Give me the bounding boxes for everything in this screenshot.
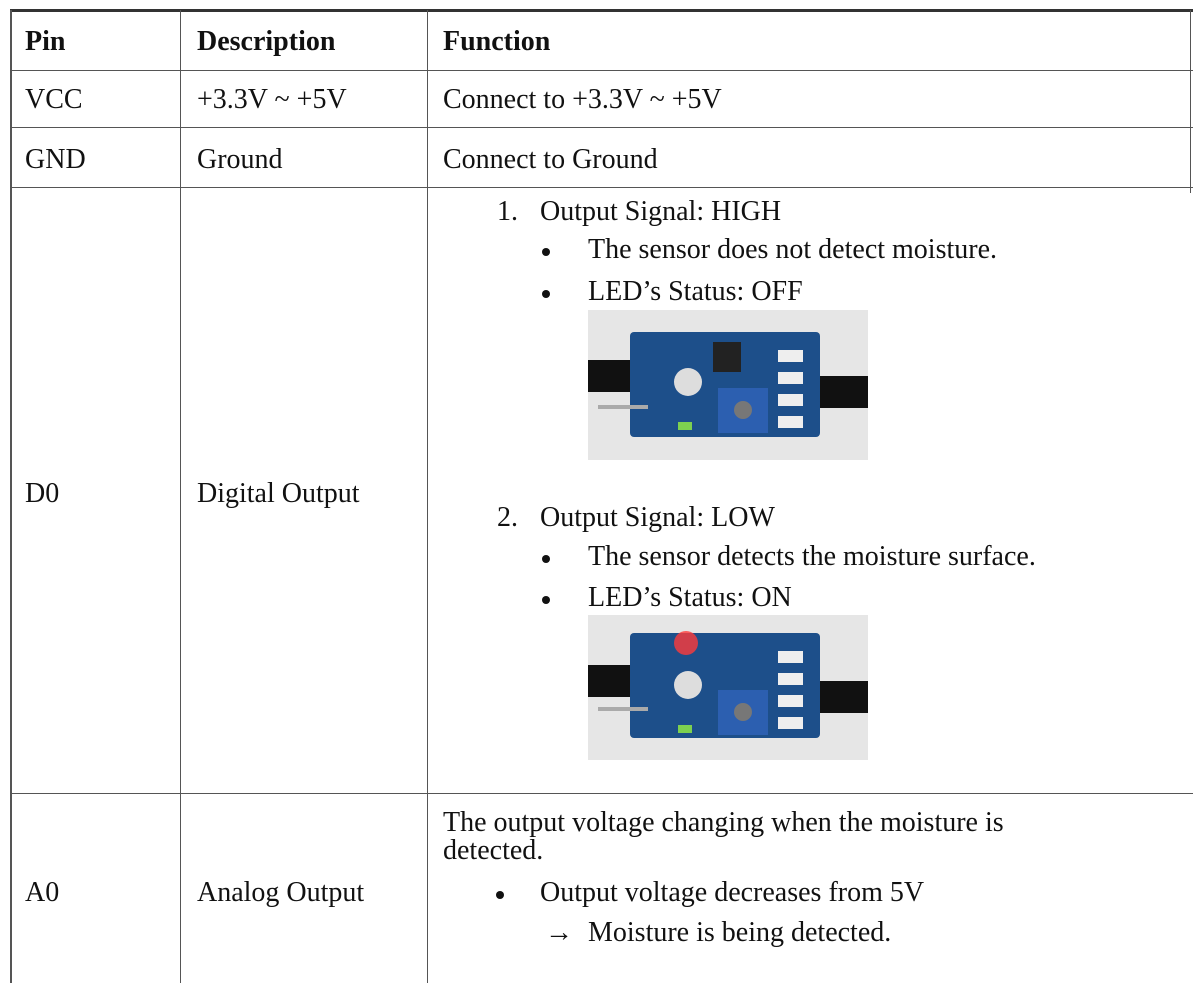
- table-top-border: [10, 9, 1193, 12]
- list-title: Output Signal: HIGH: [540, 196, 782, 227]
- description: Digital Output: [197, 478, 360, 509]
- result-text: Moisture is being detected.: [588, 917, 892, 948]
- description: Ground: [197, 144, 283, 175]
- row-border: [10, 127, 1193, 128]
- list-number: 2.: [497, 502, 518, 533]
- description: Analog Output: [197, 877, 365, 908]
- pin: A0: [25, 877, 60, 908]
- function: Connect to Ground: [443, 144, 658, 175]
- header-cell: Function: [443, 26, 551, 57]
- column-border: [1190, 10, 1191, 193]
- pin: VCC: [25, 84, 83, 115]
- list-title: Output Signal: LOW: [540, 502, 775, 533]
- bullet: [542, 290, 550, 298]
- bullet: [542, 596, 550, 604]
- bullet-text: The sensor detects the moisture surface.: [588, 541, 1036, 572]
- sensor-photo-on: [588, 615, 868, 760]
- column-border: [427, 10, 428, 983]
- row-border: [10, 70, 1193, 71]
- description: +3.3V ~ +5V: [197, 84, 347, 115]
- pin: GND: [25, 144, 86, 175]
- bullet-text: LED’s Status: OFF: [588, 276, 803, 307]
- sensor-photo-off: [588, 310, 868, 460]
- bullet-text: LED’s Status: ON: [588, 582, 792, 613]
- header-cell: Pin: [25, 26, 66, 57]
- bullet: [496, 891, 504, 899]
- bullet: [542, 248, 550, 256]
- bullet: [542, 555, 550, 563]
- function-line: The output voltage changing when the moi…: [443, 807, 1004, 838]
- row-border: [10, 187, 1193, 188]
- column-border: [10, 10, 12, 983]
- header-cell: Description: [197, 26, 336, 57]
- list-number: 1.: [497, 196, 518, 227]
- row-border: [10, 793, 1193, 794]
- function: Connect to +3.3V ~ +5V: [443, 84, 722, 115]
- arrow: →: [545, 917, 573, 948]
- bullet-text: Output voltage decreases from 5V: [540, 877, 925, 908]
- pin: D0: [25, 478, 60, 509]
- column-border: [180, 10, 181, 983]
- bullet-text: The sensor does not detect moisture.: [588, 234, 998, 265]
- function-line: detected.: [443, 835, 544, 866]
